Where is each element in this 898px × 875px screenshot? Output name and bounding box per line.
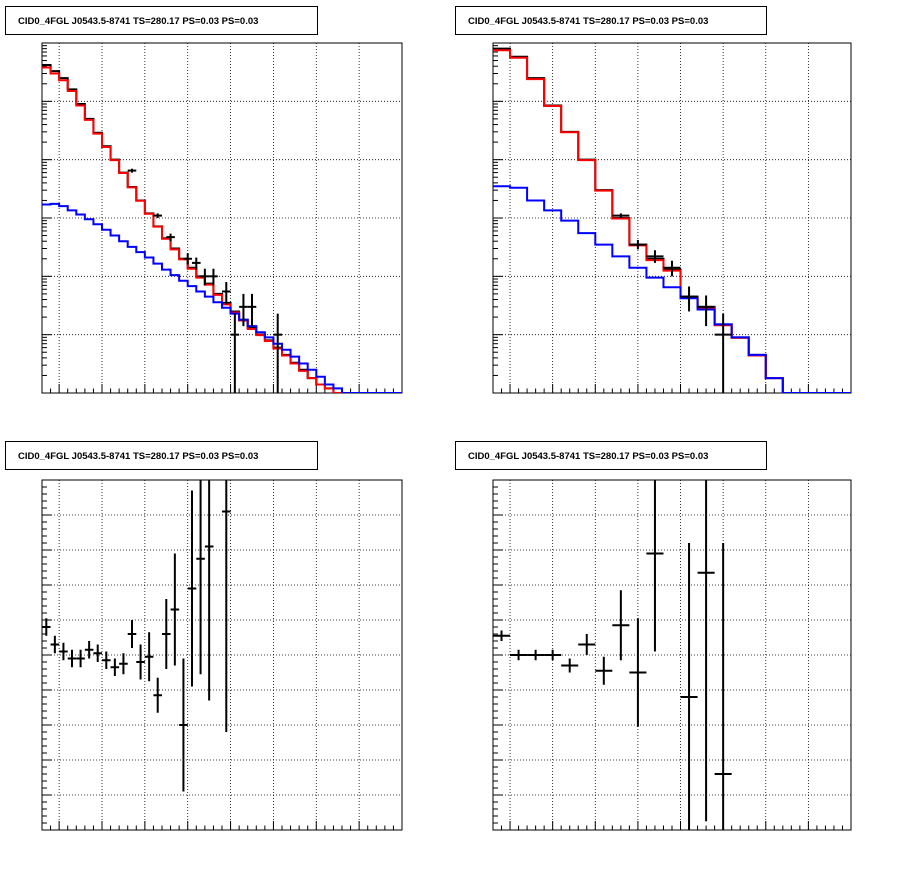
data-point <box>50 635 60 654</box>
data-point <box>136 644 145 680</box>
data-point <box>144 632 154 682</box>
data-point <box>204 480 214 701</box>
data-point <box>183 253 192 265</box>
data-point <box>273 313 282 393</box>
axis-ticks <box>492 42 852 394</box>
data-point <box>578 634 596 655</box>
data-point <box>209 268 218 286</box>
title-box <box>5 441 318 470</box>
data-point <box>42 618 51 636</box>
data-layer <box>42 63 402 393</box>
data-point <box>595 656 613 685</box>
title-box <box>455 6 767 35</box>
data-point <box>127 620 137 648</box>
chart-panel-top-right: CID0_4FGL J0543.5-8741 TS=280.17 PS=0.03… <box>455 6 852 394</box>
data-point <box>544 649 562 661</box>
grid <box>42 43 402 393</box>
data-layer <box>493 47 851 393</box>
hist-series-black <box>493 47 851 393</box>
grid <box>42 480 402 830</box>
data-point <box>697 295 715 327</box>
chart-panel-bottom-right: CID0_4FGL J0543.5-8741 TS=280.17 PS=0.03… <box>455 441 852 831</box>
data-point <box>179 658 188 792</box>
data-point <box>170 553 180 666</box>
hist-series-blue <box>493 185 851 393</box>
title-box <box>5 6 318 35</box>
chart-panel-bottom-left: CID0_4FGL J0543.5-8741 TS=280.17 PS=0.03… <box>5 441 403 831</box>
data-point <box>76 649 85 668</box>
data-point <box>493 630 511 641</box>
data-point <box>127 168 137 173</box>
data-point <box>222 281 231 305</box>
data-point <box>239 293 248 327</box>
chart-title: CID0_4FGL J0543.5-8741 TS=280.17 PS=0.03… <box>18 16 258 27</box>
data-point <box>510 649 528 661</box>
title-box <box>455 441 767 470</box>
data-point <box>196 480 205 675</box>
data-point <box>646 250 664 263</box>
data-point <box>84 641 94 659</box>
data-point <box>153 213 162 218</box>
data-point <box>153 677 162 713</box>
chart-panel-top-left: CID0_4FGL J0543.5-8741 TS=280.17 PS=0.03… <box>5 6 403 394</box>
data-point <box>714 313 732 393</box>
data-point <box>561 658 579 673</box>
axis-ticks <box>41 42 403 394</box>
grid <box>493 43 851 393</box>
data-point <box>187 490 197 687</box>
hist-series-blue <box>42 202 402 393</box>
data-point <box>629 618 647 727</box>
plot-frame <box>492 42 852 394</box>
data-point <box>697 480 715 822</box>
data-point <box>612 213 630 218</box>
data-point <box>192 257 201 270</box>
chart-title: CID0_4FGL J0543.5-8741 TS=280.17 PS=0.03… <box>18 451 258 462</box>
data-point <box>200 268 210 286</box>
chart-title: CID0_4FGL J0543.5-8741 TS=280.17 PS=0.03… <box>468 16 708 27</box>
data-point <box>527 649 545 661</box>
data-point <box>680 543 698 830</box>
axis-ticks <box>492 479 852 831</box>
hist-series-red <box>42 66 402 393</box>
data-point <box>646 480 664 652</box>
data-point <box>166 233 175 242</box>
data-point <box>93 644 102 662</box>
data-point <box>102 651 111 669</box>
data-point <box>230 313 240 393</box>
data-point <box>59 642 68 661</box>
data-point <box>629 239 647 250</box>
data-point <box>714 543 732 830</box>
hist-series-black <box>42 63 402 393</box>
data-point <box>119 653 128 675</box>
data-point <box>162 599 171 669</box>
data-point <box>663 260 681 277</box>
hist-series-red <box>493 49 851 393</box>
data-point <box>612 590 630 661</box>
data-point <box>110 658 120 676</box>
data-point <box>247 293 257 327</box>
data-point <box>680 286 698 312</box>
data-point <box>67 649 77 668</box>
data-layer <box>42 480 231 792</box>
data-point <box>222 480 231 732</box>
chart-title: CID0_4FGL J0543.5-8741 TS=280.17 PS=0.03… <box>468 451 708 462</box>
data-layer <box>493 480 732 830</box>
